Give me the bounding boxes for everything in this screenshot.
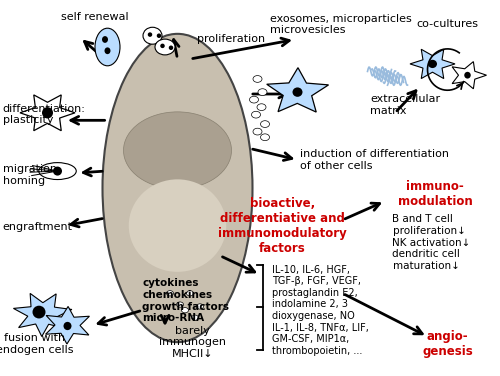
Ellipse shape: [104, 47, 110, 54]
Text: self renewal: self renewal: [61, 12, 129, 22]
Circle shape: [253, 128, 262, 135]
Ellipse shape: [464, 72, 471, 79]
Ellipse shape: [95, 28, 120, 66]
Text: immuno-
modulation: immuno- modulation: [398, 180, 472, 208]
Text: angio-
genesis: angio- genesis: [422, 330, 473, 358]
Ellipse shape: [160, 44, 165, 48]
Circle shape: [258, 89, 267, 96]
Text: proliferation: proliferation: [198, 35, 266, 44]
Circle shape: [253, 76, 262, 82]
Circle shape: [176, 302, 184, 307]
Text: bioactive,
differentiative and
immunomodulatory
factors: bioactive, differentiative and immunomod…: [218, 197, 347, 255]
Text: barely
immunogen
MHCII↓: barely immunogen MHCII↓: [159, 326, 226, 359]
Ellipse shape: [102, 36, 108, 43]
Ellipse shape: [157, 33, 161, 38]
Text: B and T cell
proliferation↓
NK activation↓
dendritic cell
maturation↓: B and T cell proliferation↓ NK activatio…: [392, 214, 471, 271]
Polygon shape: [46, 306, 90, 344]
Ellipse shape: [143, 27, 162, 44]
Polygon shape: [20, 95, 75, 131]
Text: extracellular
matrix: extracellular matrix: [370, 94, 440, 116]
Ellipse shape: [155, 39, 175, 55]
Ellipse shape: [53, 167, 62, 176]
Ellipse shape: [148, 32, 152, 37]
Circle shape: [252, 111, 260, 118]
Text: engraftment: engraftment: [2, 223, 72, 232]
Ellipse shape: [129, 179, 226, 272]
Ellipse shape: [64, 322, 72, 330]
Ellipse shape: [124, 112, 232, 189]
Circle shape: [260, 121, 270, 127]
Circle shape: [257, 104, 266, 111]
Polygon shape: [266, 68, 328, 112]
Polygon shape: [14, 293, 72, 337]
Circle shape: [260, 134, 270, 141]
Text: induction of differentiation
of other cells: induction of differentiation of other ce…: [300, 149, 449, 171]
Ellipse shape: [292, 88, 302, 97]
Polygon shape: [452, 62, 486, 89]
Ellipse shape: [32, 306, 46, 318]
Text: exosomes, microparticles
microvesicles: exosomes, microparticles microvesicles: [270, 14, 412, 35]
Ellipse shape: [169, 45, 173, 50]
Text: IL-10, IL-6, HGF,
TGF-β, FGF, VEGF,
prostaglandin E2,
indolamine 2, 3
dioxygenas: IL-10, IL-6, HGF, TGF-β, FGF, VEGF, pros…: [272, 265, 370, 356]
Text: cytokines
chemokines
growth factors
micro-RNA: cytokines chemokines growth factors micr…: [142, 278, 230, 323]
Circle shape: [192, 315, 198, 320]
Polygon shape: [410, 49, 455, 79]
Ellipse shape: [39, 162, 76, 180]
Ellipse shape: [102, 34, 253, 342]
Text: differentiation:
plasticity: differentiation: plasticity: [2, 104, 86, 126]
Circle shape: [166, 291, 173, 296]
Circle shape: [186, 291, 194, 296]
Text: fusion with
endogen cells: fusion with endogen cells: [0, 333, 74, 355]
Text: co-cultures: co-cultures: [416, 20, 478, 29]
Circle shape: [196, 304, 203, 309]
Text: migration
homing: migration homing: [2, 164, 56, 186]
Ellipse shape: [42, 107, 53, 118]
Ellipse shape: [428, 60, 437, 68]
Circle shape: [250, 96, 258, 103]
Circle shape: [182, 308, 188, 313]
